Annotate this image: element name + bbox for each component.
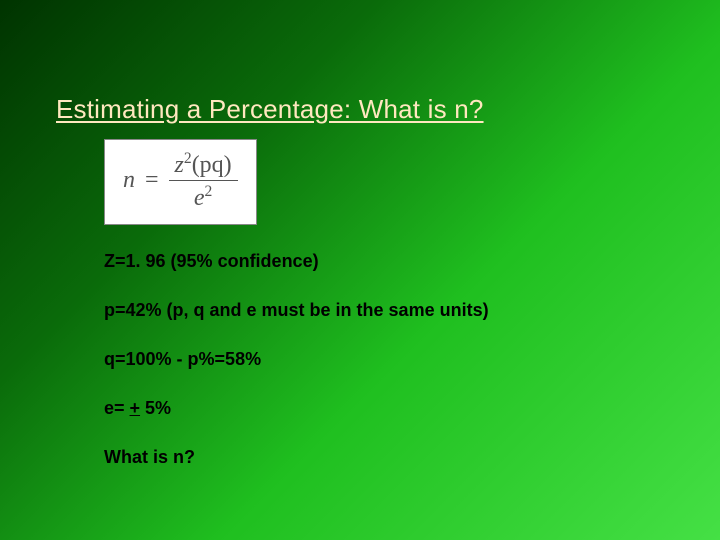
body-lines: Z=1. 96 (95% confidence) p=42% (p, q and… (104, 251, 720, 468)
line-e: e= + 5% (104, 398, 720, 419)
num-base: z (175, 152, 184, 178)
fraction-bar (169, 180, 238, 181)
denominator: e2 (188, 183, 218, 211)
numerator: z2(pq) (169, 150, 238, 178)
slide: Estimating a Percentage: What is n? n = … (0, 0, 720, 540)
plus-minus: + (130, 398, 141, 418)
slide-title: Estimating a Percentage: What is n? (56, 94, 720, 125)
num-exp: 2 (184, 150, 192, 167)
line-q: q=100% - p%=58% (104, 349, 720, 370)
formula-lhs: n (123, 167, 135, 194)
den-base: e (194, 185, 205, 211)
formula: n = z2(pq) e2 (123, 150, 238, 212)
fraction: z2(pq) e2 (169, 150, 238, 212)
line-e-suffix: 5% (140, 398, 171, 418)
line-final: What is n? (104, 447, 720, 468)
line-z: Z=1. 96 (95% confidence) (104, 251, 720, 272)
equals-sign: = (145, 167, 159, 194)
formula-box: n = z2(pq) e2 (104, 139, 257, 225)
line-p: p=42% (p, q and e must be in the same un… (104, 300, 720, 321)
line-e-prefix: e= (104, 398, 130, 418)
num-paren: (pq) (192, 152, 232, 178)
den-exp: 2 (205, 183, 213, 200)
